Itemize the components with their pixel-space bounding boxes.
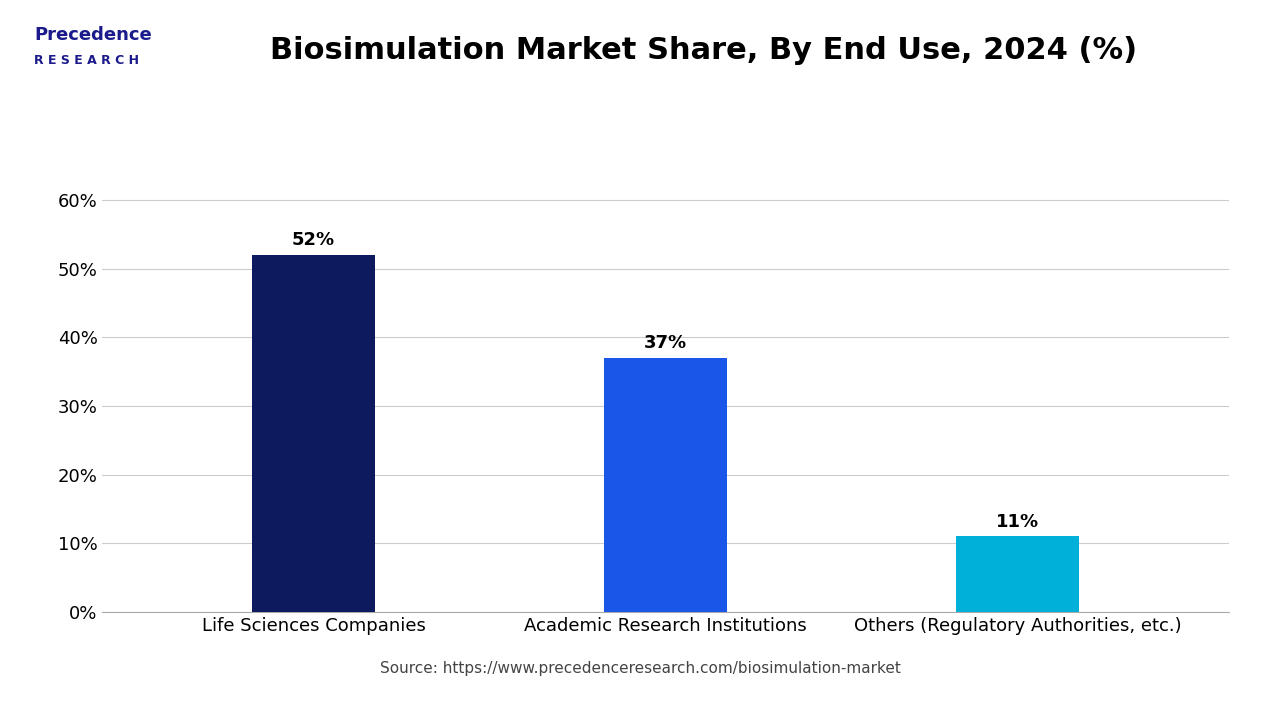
- Text: Source: https://www.precedenceresearch.com/biosimulation-market: Source: https://www.precedenceresearch.c…: [380, 661, 900, 675]
- Text: R E S E A R C H: R E S E A R C H: [35, 55, 140, 68]
- Text: 37%: 37%: [644, 334, 687, 352]
- Text: Precedence: Precedence: [35, 26, 151, 44]
- Bar: [252, 255, 375, 612]
- Bar: [604, 358, 727, 612]
- Text: Biosimulation Market Share, By End Use, 2024 (%): Biosimulation Market Share, By End Use, …: [270, 36, 1138, 65]
- Text: 52%: 52%: [292, 231, 335, 249]
- Bar: [956, 536, 1079, 612]
- Text: 11%: 11%: [996, 513, 1039, 531]
